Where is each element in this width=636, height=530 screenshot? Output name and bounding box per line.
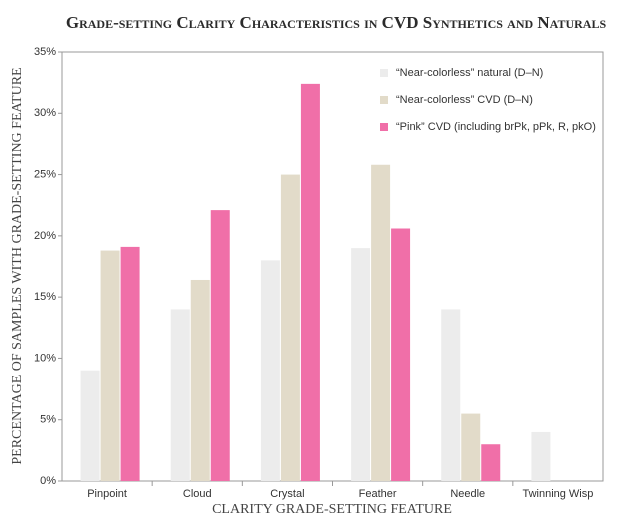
legend-swatch: [380, 69, 388, 77]
y-tick-label: 15%: [34, 291, 56, 303]
bar: [170, 309, 190, 481]
x-tick-label: Pinpoint: [87, 488, 127, 500]
bar: [351, 248, 371, 481]
chart-title: Grade-setting Clarity Characteristics in…: [66, 13, 607, 32]
bar: [120, 246, 140, 481]
x-tick-label: Crystal: [270, 488, 304, 500]
bar: [280, 174, 300, 482]
y-tick-label: 10%: [34, 352, 56, 364]
y-tick-label: 25%: [34, 168, 56, 180]
bar: [531, 431, 551, 481]
x-tick-label: Feather: [359, 488, 397, 500]
legend-swatch: [380, 123, 388, 131]
bar: [481, 444, 501, 481]
bar: [190, 279, 210, 481]
bar: [100, 250, 120, 481]
legend-label: “Pink” CVD (including brPk, pPk, R, pkO): [396, 121, 596, 133]
bar: [80, 370, 100, 481]
bar: [371, 164, 391, 481]
legend-label: “Near-colorless” CVD (D–N): [396, 94, 533, 106]
x-tick-label: Twinning Wisp: [522, 488, 593, 500]
y-tick-label: 20%: [34, 230, 56, 242]
bar: [210, 210, 230, 482]
x-tick-label: Cloud: [183, 488, 212, 500]
legend-swatch: [380, 96, 388, 104]
y-tick-label: 30%: [34, 107, 56, 119]
bar: [260, 260, 280, 481]
bar: [300, 83, 320, 482]
y-axis-title: PERCENTAGE OF SAMPLES WITH GRADE-SETTING…: [10, 67, 25, 464]
plot-frame: [61, 51, 604, 482]
x-axis-title: CLARITY GRADE-SETTING FEATURE: [212, 502, 452, 517]
bar: [441, 309, 461, 481]
bar: [461, 413, 481, 481]
bar: [391, 228, 411, 481]
y-tick-label: 35%: [34, 46, 56, 58]
legend-label: “Near-colorless” natural (D–N): [396, 67, 543, 79]
y-tick-label: 5%: [40, 414, 56, 426]
y-tick-label: 0%: [40, 475, 56, 487]
x-tick-label: Needle: [450, 488, 485, 500]
